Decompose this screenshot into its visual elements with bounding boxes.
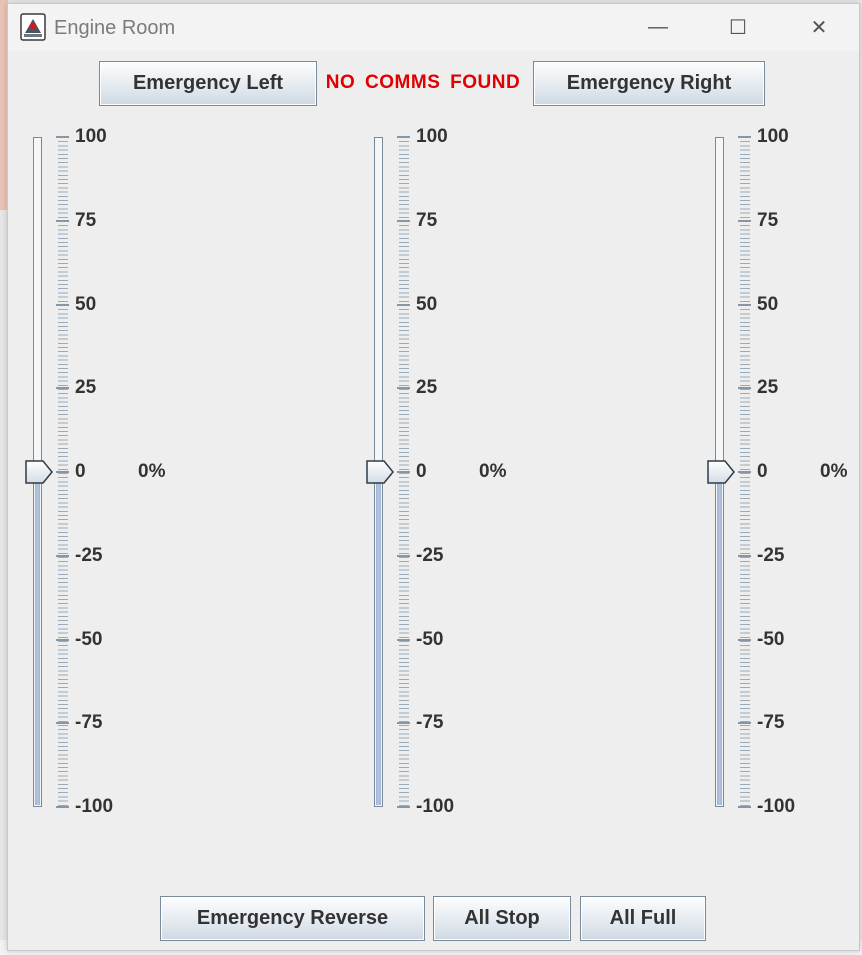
slider-thumb[interactable]	[366, 460, 394, 484]
slider-major-tick	[397, 806, 410, 808]
slider-tick-label: 75	[416, 209, 438, 231]
slider-major-tick	[56, 638, 69, 641]
close-icon[interactable]: ✕	[810, 17, 828, 39]
slider-tick-label: -100	[757, 796, 796, 817]
slider-tick-label: -50	[416, 628, 444, 650]
slider-major-tick	[397, 554, 410, 557]
slider-track-fill	[376, 473, 381, 805]
slider-thumb[interactable]	[707, 460, 735, 484]
slider-major-tick	[738, 387, 751, 390]
slider-tick-label: 100	[757, 126, 789, 147]
slider-tick-label: 25	[416, 377, 438, 399]
minimize-icon[interactable]: —	[648, 16, 668, 38]
title-bar[interactable]: Engine Room — ☐ ✕	[8, 4, 859, 51]
slider-major-tick	[397, 219, 410, 222]
slider-tick-label: 75	[757, 209, 779, 231]
slider-major-tick	[397, 722, 410, 725]
window-title: Engine Room	[54, 17, 176, 39]
slider-tick-label: 50	[757, 293, 779, 315]
slider-tick-label: -100	[416, 796, 455, 817]
slider-major-tick	[738, 554, 751, 557]
slider-tick-label: -100	[75, 796, 114, 817]
slider-major-tick	[56, 219, 69, 222]
slider-track-fill	[717, 473, 722, 805]
engine-slider-left-engine[interactable]: 100 75 50 25 0 -25 -50 -75 -100 0%	[8, 126, 208, 817]
all-stop-button[interactable]: All Stop	[433, 896, 571, 941]
slider-tick-label: -75	[75, 712, 103, 734]
slider-tick-label: 75	[75, 209, 97, 231]
slider-thumb[interactable]	[25, 460, 53, 484]
slider-major-tick	[397, 136, 410, 138]
slider-tick-label: 25	[75, 377, 97, 399]
slider-track-fill	[35, 473, 40, 805]
java-app-icon	[20, 13, 46, 41]
slider-tick-label: -25	[75, 544, 103, 566]
slider-tick-label: 0	[757, 461, 768, 482]
slider-major-tick	[56, 303, 69, 306]
slider-tick-label: 0	[416, 461, 427, 482]
slider-tick-label: -25	[416, 544, 444, 566]
slider-tick-label: 50	[416, 293, 438, 315]
slider-major-tick	[56, 136, 69, 138]
all-full-button[interactable]: All Full	[580, 896, 706, 941]
emergency-left-button[interactable]: Emergency Left	[99, 61, 317, 106]
slider-major-tick	[738, 806, 751, 808]
slider-major-tick	[397, 638, 410, 641]
slider-tick-label: 100	[75, 126, 107, 147]
slider-major-tick	[738, 722, 751, 725]
slider-major-tick	[738, 136, 751, 138]
comms-status-label: NO COMMS FOUND	[325, 72, 521, 93]
slider-major-tick	[738, 638, 751, 641]
slider-major-tick	[56, 387, 69, 390]
slider-major-tick	[738, 471, 751, 473]
slider-tick-label: -75	[416, 712, 444, 734]
engine-slider-right-engine[interactable]: 100 75 50 25 0 -25 -50 -75 -100 0%	[690, 126, 862, 817]
slider-tick-label: -75	[757, 712, 785, 734]
emergency-reverse-button[interactable]: Emergency Reverse	[160, 896, 425, 941]
slider-major-tick	[738, 219, 751, 222]
slider-tick-label: -50	[757, 628, 785, 650]
slider-major-tick	[56, 471, 69, 473]
slider-tick-label: 0	[75, 461, 86, 482]
slider-major-tick	[397, 303, 410, 306]
slider-major-tick	[397, 387, 410, 390]
slider-tick-label: 25	[757, 377, 779, 399]
slider-major-tick	[56, 554, 69, 557]
desktop-background	[0, 0, 8, 210]
slider-tick-label: -25	[757, 544, 785, 566]
engine-slider-center-engine[interactable]: 100 75 50 25 0 -25 -50 -75 -100 0%	[349, 126, 549, 817]
slider-percent-readout: 0%	[820, 461, 848, 482]
slider-major-tick	[56, 806, 69, 808]
slider-percent-readout: 0%	[479, 461, 507, 482]
emergency-right-button[interactable]: Emergency Right	[533, 61, 765, 106]
slider-major-tick	[397, 471, 410, 473]
maximize-icon[interactable]: ☐	[729, 17, 747, 39]
slider-tick-label: 100	[416, 126, 448, 147]
slider-tick-label: 50	[75, 293, 97, 315]
slider-major-tick	[56, 722, 69, 725]
slider-major-tick	[738, 303, 751, 306]
slider-percent-readout: 0%	[138, 461, 166, 482]
slider-tick-label: -50	[75, 628, 103, 650]
